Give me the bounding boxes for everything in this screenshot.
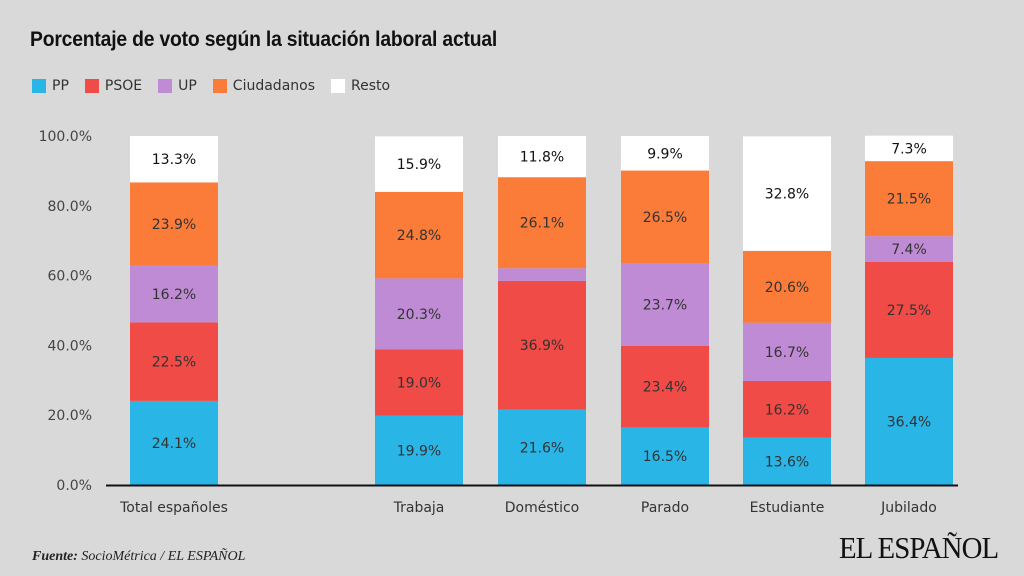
bar-segment-resto-total-espanoles [130, 136, 218, 183]
data-label-psoe-estudiante: 16.2% [765, 402, 809, 418]
bar-segment-ciudadanos-parado [621, 170, 709, 264]
bar-segment-ciudadanos-jubilado [865, 161, 953, 237]
bar-segment-psoe-total-espanoles [130, 322, 218, 401]
bar-segment-up-parado [621, 263, 709, 346]
source-label: Fuente: [32, 549, 78, 564]
legend-label-up: UP [178, 78, 197, 94]
bar-segment-resto-parado [621, 136, 709, 171]
brand-logo: EL ESPAÑOL [838, 530, 999, 565]
bar-segment-up-estudiante [743, 322, 831, 381]
bar-segment-ciudadanos-estudiante [743, 250, 831, 323]
bar-segment-pp-jubilado [865, 357, 953, 485]
legend-label-ciudadanos: Ciudadanos [232, 78, 315, 94]
bar-segment-resto-estudiante [743, 136, 831, 251]
data-label-pp-total-espanoles: 24.1% [152, 436, 196, 452]
y-tick-label: 20.0% [48, 408, 92, 424]
y-tick-label: 60.0% [48, 269, 92, 285]
data-label-resto-jubilado: 7.3% [891, 141, 927, 157]
source-text: SocioMétrica / EL ESPAÑOL [81, 549, 246, 564]
data-label-resto-total-espanoles: 13.3% [152, 152, 196, 168]
data-label-psoe-total-espanoles: 22.5% [152, 355, 196, 371]
chart-legend: PP PSOE UP Ciudadanos Resto [32, 78, 406, 94]
chart-title: Porcentaje de voto según la situación la… [30, 28, 498, 51]
data-label-pp-parado: 16.5% [643, 449, 687, 465]
data-label-resto-parado: 9.9% [647, 146, 683, 162]
bar-segment-up-trabaja [375, 278, 463, 350]
data-label-psoe-domestico: 36.9% [520, 338, 564, 354]
data-label-resto-trabaja: 15.9% [397, 157, 441, 173]
legend-swatch-pp [32, 79, 46, 93]
data-label-pp-domestico: 21.6% [520, 440, 564, 456]
bar-segment-pp-parado [621, 427, 709, 485]
data-label-pp-estudiante: 13.6% [765, 454, 809, 470]
data-label-up-estudiante: 16.7% [765, 345, 809, 361]
legend-swatch-resto [331, 79, 345, 93]
legend-swatch-psoe [84, 79, 99, 93]
y-tick-label: 100.0% [39, 129, 92, 145]
bar-segment-up-jubilado [865, 236, 953, 262]
legend-item-resto: Resto [331, 78, 390, 94]
x-tick-label: Trabaja [393, 500, 445, 516]
data-label-resto-estudiante: 32.8% [765, 187, 809, 203]
bar-segment-psoe-estudiante [743, 380, 831, 438]
data-label-psoe-trabaja: 19.0% [397, 375, 441, 391]
bar-segment-ciudadanos-domestico [498, 177, 586, 269]
legend-item-pp: PP [32, 78, 69, 94]
x-tick-label: Parado [641, 500, 689, 516]
y-tick-label: 0.0% [56, 478, 92, 494]
data-label-ciudadanos-trabaja: 24.8% [397, 228, 441, 244]
data-label-psoe-jubilado: 27.5% [887, 303, 931, 319]
x-tick-label: Doméstico [505, 500, 580, 516]
legend-label-resto: Resto [351, 78, 391, 94]
bar-segment-pp-trabaja [375, 415, 463, 485]
legend-swatch-up [158, 79, 173, 93]
bar-segment-up-total-espanoles [130, 265, 218, 323]
bar-segment-psoe-domestico [498, 280, 586, 410]
data-label-pp-trabaja: 19.9% [397, 443, 441, 459]
data-label-psoe-parado: 23.4% [643, 380, 687, 396]
data-label-ciudadanos-domestico: 26.1% [520, 216, 564, 232]
bar-segment-pp-total-espanoles [130, 400, 218, 485]
legend-item-psoe: PSOE [84, 78, 143, 94]
data-label-resto-domestico: 11.8% [520, 150, 564, 166]
source-note: Fuente: SocioMétrica / EL ESPAÑOL [32, 549, 245, 565]
bar-segment-psoe-parado [621, 345, 709, 428]
data-label-up-jubilado: 7.4% [891, 242, 927, 258]
bar-segment-pp-estudiante [743, 437, 831, 485]
data-label-ciudadanos-jubilado: 21.5% [887, 192, 931, 208]
bar-segment-resto-domestico [498, 136, 586, 178]
data-label-up-parado: 23.7% [643, 297, 687, 313]
x-tick-label: Total españoles [119, 500, 228, 516]
bar-segment-ciudadanos-total-espanoles [130, 182, 218, 266]
data-label-ciudadanos-estudiante: 20.6% [765, 280, 809, 296]
bar-segment-up-domestico [498, 268, 586, 281]
legend-item-ciudadanos: Ciudadanos [212, 78, 315, 94]
y-tick-label: 80.0% [48, 199, 92, 215]
bar-segment-ciudadanos-trabaja [375, 191, 463, 279]
bar-segment-pp-domestico [498, 409, 586, 485]
x-tick-label: Estudiante [750, 500, 825, 516]
bar-segment-resto-jubilado [865, 135, 953, 162]
data-label-pp-jubilado: 36.4% [887, 414, 931, 430]
data-label-up-trabaja: 20.3% [397, 307, 441, 323]
y-tick-label: 40.0% [48, 338, 92, 354]
legend-label-psoe: PSOE [104, 78, 143, 94]
legend-swatch-ciudadanos [212, 79, 227, 93]
bar-segment-resto-trabaja [375, 136, 463, 192]
x-tick-label: Jubilado [880, 500, 937, 516]
data-label-ciudadanos-total-espanoles: 23.9% [152, 217, 196, 233]
legend-label-pp: PP [52, 78, 69, 94]
bar-segment-psoe-jubilado [865, 261, 953, 358]
data-label-ciudadanos-parado: 26.5% [643, 210, 687, 226]
legend-item-up: UP [158, 78, 197, 94]
bar-segment-psoe-trabaja [375, 349, 463, 416]
data-label-up-total-espanoles: 16.2% [152, 287, 196, 303]
